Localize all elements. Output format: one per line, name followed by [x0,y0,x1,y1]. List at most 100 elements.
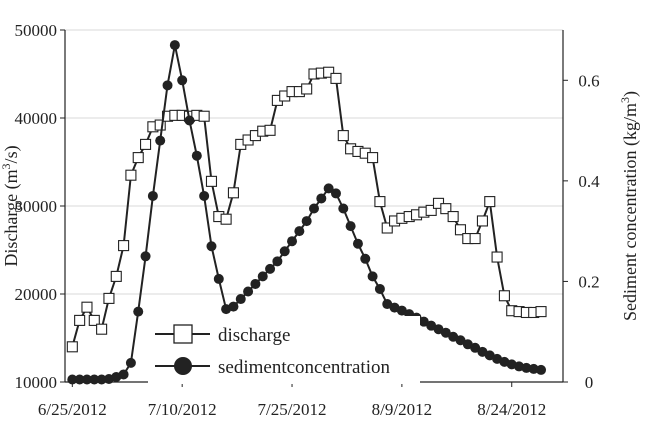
data-point-sediment [89,374,100,385]
data-point-sediment [360,253,371,264]
data-point-sediment [235,294,246,305]
data-point-discharge [198,110,210,122]
left-tick-label: 40000 [15,109,58,128]
data-point-sediment [133,306,144,317]
data-point-discharge [374,196,386,208]
right-tick-label: 0 [585,373,594,392]
data-point-sediment [528,363,539,374]
data-point-discharge [476,215,488,227]
data-point-sediment [374,283,385,294]
data-point-sediment [338,203,349,214]
data-point-sediment [243,286,254,297]
data-point-discharge [81,301,93,313]
right-tick-label: 0.4 [578,172,600,191]
right-tick-label: 0.6 [578,71,599,90]
data-point-sediment [74,374,85,385]
data-point-sediment [147,190,158,201]
x-tick-label: 7/25/2012 [258,400,327,419]
data-point-sediment [191,150,202,161]
right-y-ticks: 0 0.2 0.4 0.6 [563,71,600,392]
data-point-sediment [470,342,481,353]
legend-label-sediment: sedimentconcentration [218,357,390,378]
data-point-discharge [367,152,379,164]
data-point-discharge [96,323,108,335]
data-point-sediment [279,246,290,257]
data-point-sediment [118,369,129,380]
data-point-discharge [498,290,510,302]
left-tick-label: 50000 [15,21,58,40]
data-point-discharge [440,203,452,215]
x-tick-label: 8/9/2012 [372,400,432,419]
data-point-discharge [118,240,130,252]
data-point-sediment [323,183,334,194]
data-point-discharge [264,124,276,136]
right-axis-title: Sediment concentration (kg/m3) [618,91,641,321]
data-point-sediment [206,241,217,252]
data-point-sediment [272,256,283,267]
legend: discharge sedimentconcentration [148,316,420,384]
data-point-discharge [88,314,100,326]
data-point-discharge [154,119,166,131]
data-point-discharge [484,196,496,208]
data-point-discharge [330,72,342,84]
legend-label-discharge: discharge [218,325,290,346]
left-tick-label: 20000 [15,285,58,304]
data-point-discharge [454,224,467,236]
data-point-discharge [227,187,239,199]
legend-background [148,316,420,384]
data-point-sediment [294,226,305,237]
data-point-sediment [316,193,327,204]
data-point-sediment [521,362,532,373]
data-point-discharge [125,169,137,181]
data-point-sediment [330,188,341,199]
x-tick-label: 6/25/2012 [38,400,107,419]
data-point-sediment [177,75,188,86]
data-point-discharge [425,204,437,216]
data-point-discharge [66,341,78,353]
x-ticks: 6/25/2012 7/10/2012 7/25/2012 8/9/2012 8/24/… [38,382,546,419]
data-point-discharge [301,83,313,95]
right-tick-label: 0.2 [578,272,599,291]
data-point-sediment [228,301,239,312]
data-point-sediment [257,271,268,282]
data-point-sediment [155,135,166,146]
data-point-sediment [199,190,210,201]
data-point-sediment [250,278,261,289]
data-point-discharge [74,314,86,326]
data-point-discharge [535,306,547,318]
data-point-discharge [205,175,218,187]
x-tick-label: 7/10/2012 [148,400,217,419]
data-point-sediment [162,80,173,91]
data-point-sediment [536,364,547,375]
left-y-ticks: 10000 20000 30000 40000 50000 [15,21,65,392]
data-point-sediment [287,236,298,247]
data-point-sediment [301,216,312,227]
data-point-sediment [213,273,224,284]
data-point-sediment [184,115,195,126]
data-point-discharge [220,213,232,225]
data-point-sediment [125,357,136,368]
data-point-sediment [418,316,429,327]
data-point-discharge [447,211,459,223]
left-tick-label: 30000 [15,197,58,216]
data-point-discharge [110,270,122,282]
x-tick-label: 8/24/2012 [477,400,546,419]
gridlines [65,29,563,295]
legend-marker-discharge [173,324,193,344]
data-point-discharge [337,130,349,142]
data-point-sediment [352,238,363,249]
data-point-sediment [309,203,319,214]
data-point-discharge [381,222,393,234]
data-point-discharge [132,152,144,164]
data-point-discharge [469,233,481,245]
data-point-sediment [440,327,451,338]
data-point-sediment [81,374,92,385]
data-point-discharge [140,138,152,150]
data-point-sediment [265,263,276,274]
data-point-sediment [96,374,107,385]
left-tick-label: 10000 [15,373,58,392]
series-sedimentconcentration [67,40,547,385]
data-point-sediment [67,374,78,385]
data-point-discharge [323,66,335,78]
